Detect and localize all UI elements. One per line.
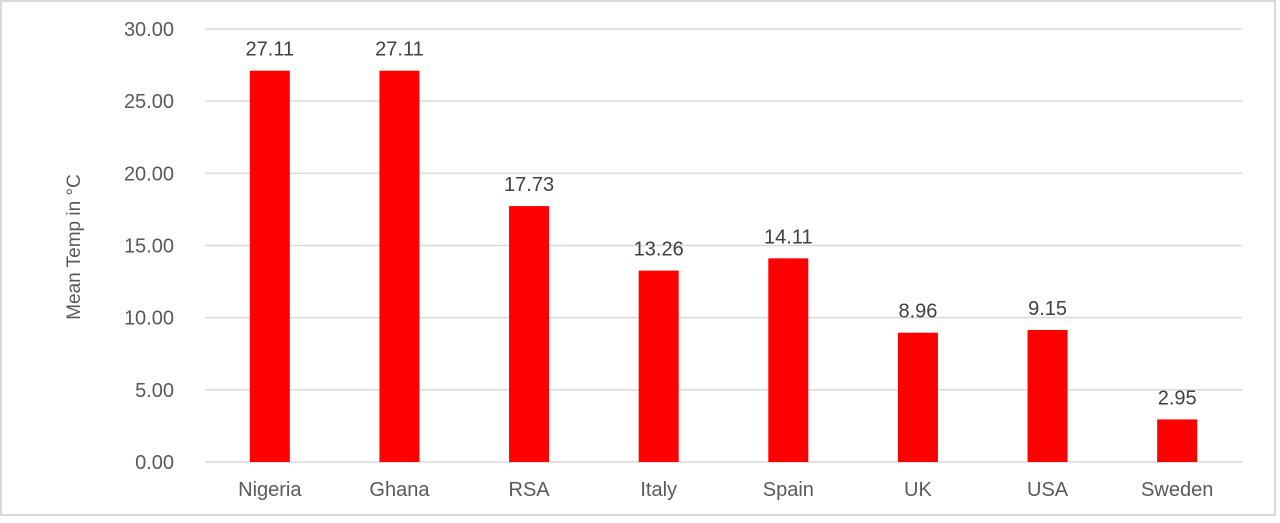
bar-rsa xyxy=(509,206,550,462)
y-tick-label: 0.00 xyxy=(135,452,174,474)
bar-nigeria xyxy=(249,70,290,462)
bar-spain xyxy=(768,258,809,462)
x-tick-label: USA xyxy=(1027,479,1069,501)
x-tick-label: UK xyxy=(904,479,932,501)
y-tick-label: 10.00 xyxy=(124,308,174,330)
data-label-uk: 8.96 xyxy=(898,301,937,323)
bars xyxy=(249,70,1198,462)
data-labels: 27.11 27.11 17.73 13.26 14.11 8.96 9.15 2.95 xyxy=(246,39,1197,410)
bar-ghana xyxy=(379,70,420,462)
x-tick-label: Nigeria xyxy=(238,479,302,501)
gridlines xyxy=(205,28,1242,463)
x-tick-label: RSA xyxy=(509,479,551,501)
x-tick-label: Italy xyxy=(640,479,677,501)
x-tick-label: Spain xyxy=(763,479,814,501)
y-tick-label: 20.00 xyxy=(124,163,174,185)
data-label-ghana: 27.11 xyxy=(375,39,424,61)
y-tick-label: 15.00 xyxy=(124,236,174,258)
y-tick-label: 30.00 xyxy=(124,19,174,41)
bar-usa xyxy=(1027,329,1068,462)
x-axis-ticks: Nigeria Ghana RSA Italy Spain UK USA Sweden xyxy=(238,479,1213,501)
y-tick-label: 5.00 xyxy=(135,380,174,402)
x-tick-label: Ghana xyxy=(369,479,430,501)
bar-sweden xyxy=(1157,419,1198,462)
data-label-nigeria: 27.11 xyxy=(246,39,295,61)
bar-italy xyxy=(638,270,679,462)
data-label-usa: 9.15 xyxy=(1028,298,1067,320)
y-axis-ticks: 0.00 5.00 10.00 15.00 20.00 25.00 30.00 xyxy=(124,19,174,474)
data-label-italy: 13.26 xyxy=(634,239,684,261)
data-label-spain: 14.11 xyxy=(764,226,813,248)
data-label-rsa: 17.73 xyxy=(504,174,554,196)
bar-uk xyxy=(897,332,938,462)
x-tick-label: Sweden xyxy=(1141,479,1213,501)
y-tick-label: 25.00 xyxy=(124,91,174,113)
y-axis-label: Mean Temp in °C xyxy=(64,174,85,320)
data-label-sweden: 2.95 xyxy=(1158,387,1197,409)
